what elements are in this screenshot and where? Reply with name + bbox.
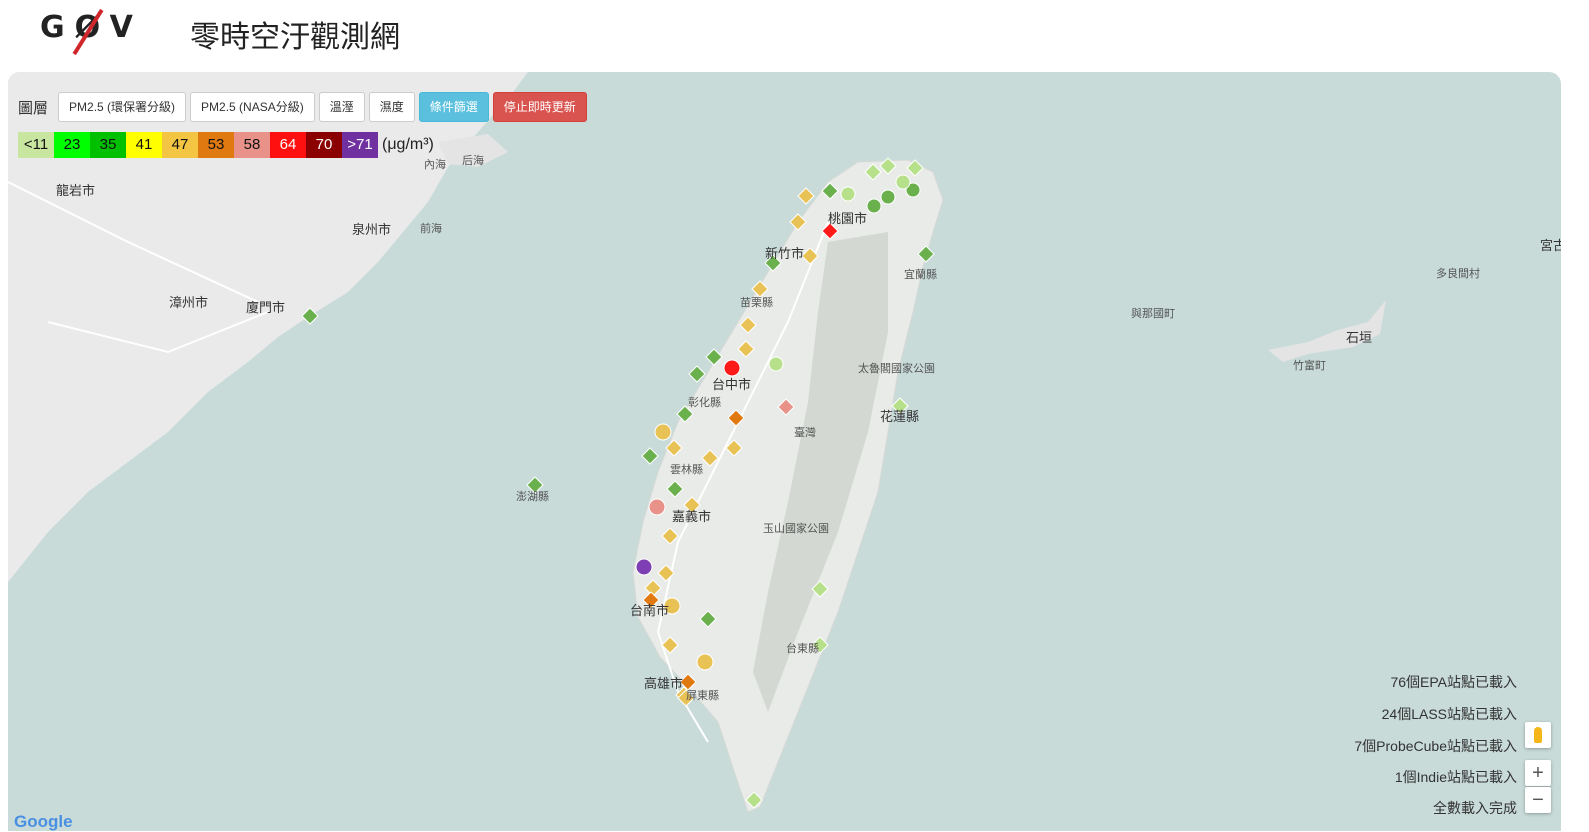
place-label: 嘉義市 bbox=[672, 509, 712, 524]
place-label: 宮古 bbox=[1540, 238, 1561, 253]
station-marker[interactable] bbox=[917, 245, 935, 263]
google-logo: Google bbox=[14, 812, 73, 831]
place-label: 台中市 bbox=[712, 377, 752, 392]
map-canvas[interactable]: 龍岩市 泉州市 漳州市 廈門市 桃園市 新竹市 苗栗縣 台中市 彰化縣 雲林縣 … bbox=[8, 72, 1561, 831]
legend-cell: 53 bbox=[198, 132, 234, 158]
place-label: 苗栗縣 bbox=[740, 297, 773, 309]
legend-cell: 47 bbox=[162, 132, 198, 158]
place-label: 宜蘭縣 bbox=[904, 269, 937, 281]
pm25-epa-button[interactable]: PM2.5 (環保署分級) bbox=[58, 92, 187, 122]
legend-unit: (μg/m³) bbox=[382, 136, 434, 153]
place-label: 竹富町 bbox=[1293, 360, 1326, 372]
place-label: 桃園市 bbox=[828, 211, 868, 226]
legend-cell: <11 bbox=[18, 132, 54, 158]
station-marker[interactable] bbox=[676, 405, 694, 423]
gov-logo[interactable]: GØV bbox=[40, 8, 143, 56]
place-label: 雲林縣 bbox=[670, 464, 703, 476]
site-title: 零時空汙觀測網 bbox=[190, 20, 400, 55]
place-label: 廈門市 bbox=[246, 300, 286, 315]
station-marker[interactable] bbox=[641, 447, 659, 465]
status-probecube: 7個ProbeCube站點已載入 bbox=[1354, 738, 1517, 754]
station-markers[interactable] bbox=[8, 72, 1561, 831]
legend-cell: 70 bbox=[306, 132, 342, 158]
stop-update-button[interactable]: 停止即時更新 bbox=[492, 92, 587, 122]
place-label: 臺灣 bbox=[794, 427, 816, 439]
pm25-legend: <11 23 35 41 47 53 58 64 70 >71 (μg/m³) bbox=[18, 132, 434, 158]
place-label: 太魯閣國家公園 bbox=[858, 363, 935, 375]
header: GØV 零時空汙觀測網 bbox=[0, 0, 1589, 68]
status-indie: 1個Indie站點已載入 bbox=[1394, 769, 1517, 785]
place-label: 台東縣 bbox=[786, 643, 819, 655]
place-label: 石垣 bbox=[1346, 330, 1373, 345]
layer-label: 圖層 bbox=[18, 99, 49, 117]
station-marker[interactable] bbox=[688, 365, 706, 383]
place-label: 內海 bbox=[424, 159, 446, 171]
station-marker[interactable] bbox=[764, 254, 782, 272]
station-marker[interactable] bbox=[526, 476, 544, 494]
place-label: 台南市 bbox=[630, 603, 670, 618]
place-label: 花蓮縣 bbox=[880, 409, 920, 424]
legend-cell: 35 bbox=[90, 132, 126, 158]
pegman-icon[interactable] bbox=[1525, 722, 1551, 748]
humidity-button[interactable]: 濕度 bbox=[368, 92, 415, 122]
place-label: 新竹市 bbox=[765, 246, 805, 261]
station-marker[interactable] bbox=[821, 182, 839, 200]
status-complete: 全數載入完成 bbox=[1433, 800, 1517, 816]
place-label: 多良間村 bbox=[1436, 268, 1480, 280]
place-label: 彰化縣 bbox=[688, 397, 721, 409]
temperature-button[interactable]: 溫溼 bbox=[318, 92, 365, 122]
legend-cell: >71 bbox=[342, 132, 378, 158]
zoom-in-button[interactable]: + bbox=[1525, 760, 1551, 786]
status-epa: 76個EPA站點已載入 bbox=[1390, 674, 1517, 690]
map-base bbox=[8, 72, 1386, 813]
station-marker[interactable] bbox=[301, 307, 319, 325]
station-marker[interactable] bbox=[705, 348, 723, 366]
legend-cell: 23 bbox=[54, 132, 90, 158]
place-label: 澎湖縣 bbox=[516, 491, 549, 503]
filter-button[interactable]: 條件篩選 bbox=[418, 92, 489, 122]
mainland-land bbox=[8, 72, 528, 582]
logo-text: GØV bbox=[40, 10, 143, 45]
place-label: 龍岩市 bbox=[56, 183, 96, 198]
zoom-out-button[interactable]: − bbox=[1525, 787, 1551, 813]
place-label: 與那國町 bbox=[1131, 308, 1175, 320]
pm25-nasa-button[interactable]: PM2.5 (NASA分級) bbox=[190, 92, 315, 122]
place-label: 泉州市 bbox=[352, 222, 392, 237]
place-label: 后海 bbox=[462, 155, 484, 167]
place-label: 前海 bbox=[420, 223, 442, 235]
place-label: 高雄市 bbox=[644, 676, 684, 691]
station-marker[interactable] bbox=[666, 480, 684, 498]
layer-toolbar: 圖層 PM2.5 (環保署分級) PM2.5 (NASA分級) 溫溼 濕度 條件… bbox=[18, 92, 587, 122]
place-label: 屏東縣 bbox=[686, 690, 719, 702]
legend-cell: 64 bbox=[270, 132, 306, 158]
status-lass: 24個LASS站點已載入 bbox=[1381, 706, 1517, 722]
legend-cell: 58 bbox=[234, 132, 270, 158]
place-label: 玉山國家公園 bbox=[763, 523, 829, 535]
place-label: 漳州市 bbox=[169, 295, 209, 310]
station-marker[interactable] bbox=[699, 610, 717, 628]
legend-cell: 41 bbox=[126, 132, 162, 158]
